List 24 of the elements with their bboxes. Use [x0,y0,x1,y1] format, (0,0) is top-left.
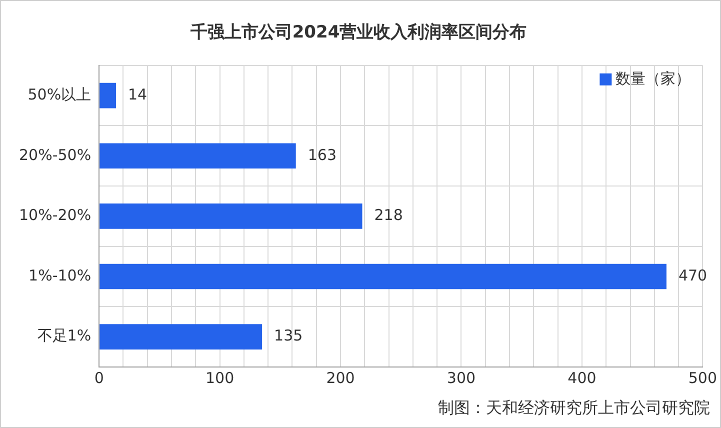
y-tick-label: 不足1% [37,326,92,345]
data-label: 470 [678,266,708,284]
x-tick-label: 500 [688,368,718,387]
x-tick-label: 300 [446,368,476,387]
data-label: 135 [274,326,303,345]
data-label: 14 [128,85,148,104]
y-tick-label: 20%-50% [19,146,92,164]
x-tick-label: 400 [568,368,596,387]
chart-title: 千强上市公司2024营业收入利润率区间分布 [189,22,527,43]
x-tick-label: 0 [94,368,104,387]
y-tick-label: 1%-10% [28,266,92,284]
bar [100,324,262,350]
text: 制图：天和经济研究所上市公司研究院 [438,398,710,419]
bar [100,143,296,169]
bar [100,82,116,108]
y-tick-label: 10%-20% [19,206,92,224]
legend-label: 数量（家） [616,69,691,88]
bar [100,264,666,290]
data-label: 218 [374,206,403,224]
bar [100,204,362,229]
y-tick-label: 50%以上 [28,85,92,104]
x-tick-label: 200 [326,368,355,387]
x-tick-label: 100 [205,368,234,387]
data-label: 163 [308,146,337,164]
